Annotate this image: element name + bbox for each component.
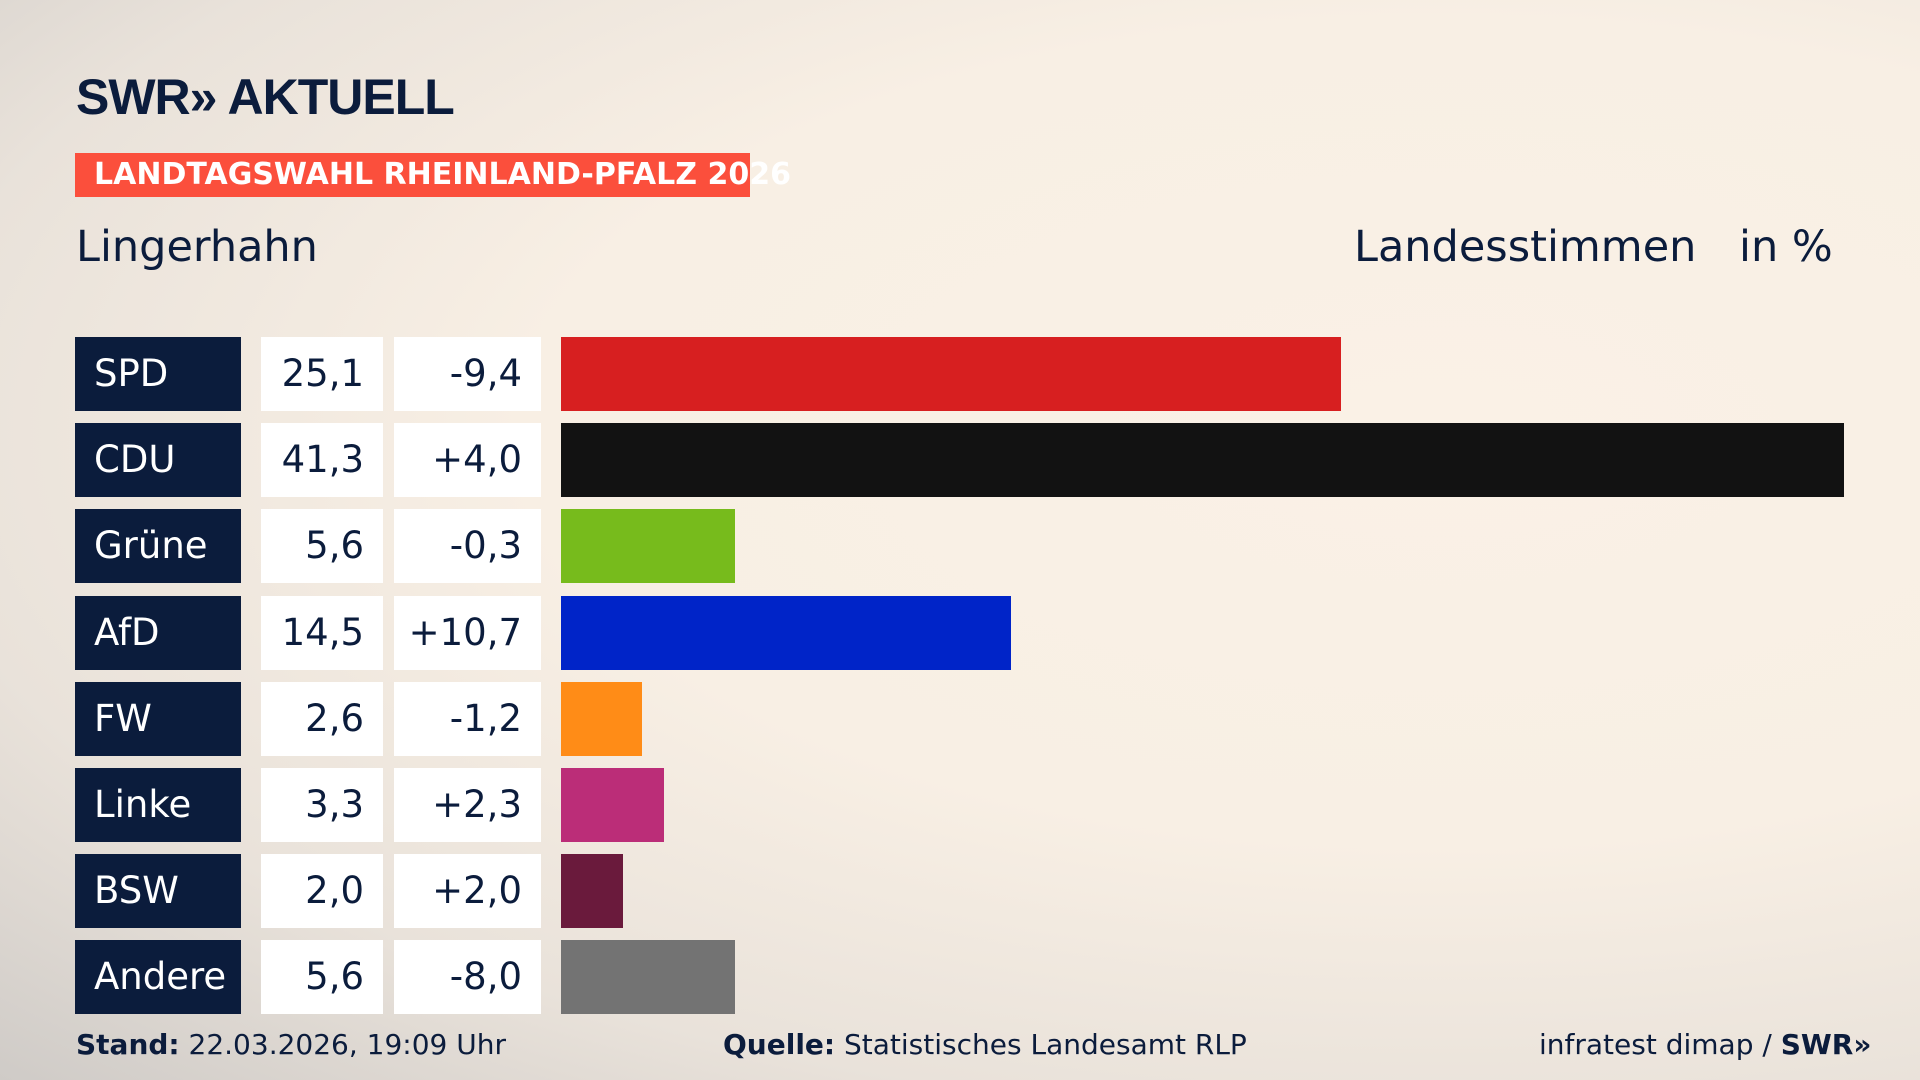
value-label: 2,6	[261, 681, 383, 756]
value-label: 14,5	[261, 595, 383, 670]
result-row: Grüne 5,6 -0,3	[0, 509, 1920, 584]
party-label: Andere	[75, 940, 241, 1015]
diff-label: +2,3	[394, 768, 541, 842]
election-banner: LANDTAGSWAHL RHEINLAND-PFALZ 2026	[75, 153, 791, 197]
value-label: 2,0	[261, 854, 383, 929]
diff-label: -0,3	[394, 509, 541, 584]
stand-value: 22.03.2026, 19:09 Uhr	[188, 1028, 506, 1061]
diff-label: -1,2	[394, 681, 541, 756]
value-label: 3,3	[261, 768, 383, 842]
swr-aktuell-logo: SWR» AKTUELL	[76, 69, 455, 125]
place-name: Lingerhahn	[76, 222, 318, 272]
source-label: Quelle:	[723, 1028, 836, 1061]
bar-grüne	[561, 509, 735, 584]
result-row: AfD 14,5 +10,7	[0, 595, 1920, 670]
credit: infratest dimap / SWR»	[1539, 1028, 1871, 1061]
bar-spd	[561, 337, 1341, 411]
party-label: FW	[75, 681, 241, 756]
source-value: Statistisches Landesamt RLP	[844, 1028, 1247, 1061]
stand-label: Stand:	[76, 1028, 180, 1061]
result-row: Andere 5,6 -8,0	[0, 940, 1920, 1015]
result-row: FW 2,6 -1,2	[0, 681, 1920, 756]
diff-label: +10,7	[394, 595, 541, 670]
result-row: SPD 25,1 -9,4	[0, 337, 1920, 411]
party-label: Grüne	[75, 509, 241, 584]
bar-bsw	[561, 854, 624, 929]
value-label: 41,3	[261, 423, 383, 498]
diff-label: +4,0	[394, 423, 541, 498]
swr-logo: SWR»	[1780, 1028, 1872, 1061]
bar-cdu	[561, 423, 1844, 498]
party-label: AfD	[75, 595, 241, 670]
credit-text: infratest dimap /	[1539, 1028, 1772, 1061]
party-label: CDU	[75, 423, 241, 498]
source: Quelle: Statistisches Landesamt RLP	[723, 1028, 1247, 1061]
timestamp: Stand: 22.03.2026, 19:09 Uhr	[76, 1028, 506, 1061]
bar-linke	[561, 768, 664, 842]
result-row: Linke 3,3 +2,3	[0, 768, 1920, 842]
unit-label: in %	[1739, 222, 1833, 272]
party-label: BSW	[75, 854, 241, 929]
party-label: Linke	[75, 768, 241, 842]
value-label: 5,6	[261, 509, 383, 584]
bar-andere	[561, 940, 735, 1015]
diff-label: -8,0	[394, 940, 541, 1015]
party-label: SPD	[75, 337, 241, 411]
diff-label: -9,4	[394, 337, 541, 411]
value-label: 5,6	[261, 940, 383, 1015]
diff-label: +2,0	[394, 854, 541, 929]
measure-label: Landesstimmen	[1354, 222, 1697, 272]
bar-fw	[561, 681, 642, 756]
result-row: BSW 2,0 +2,0	[0, 854, 1920, 929]
result-row: CDU 41,3 +4,0	[0, 423, 1920, 498]
value-label: 25,1	[261, 337, 383, 411]
bar-afd	[561, 595, 1012, 670]
